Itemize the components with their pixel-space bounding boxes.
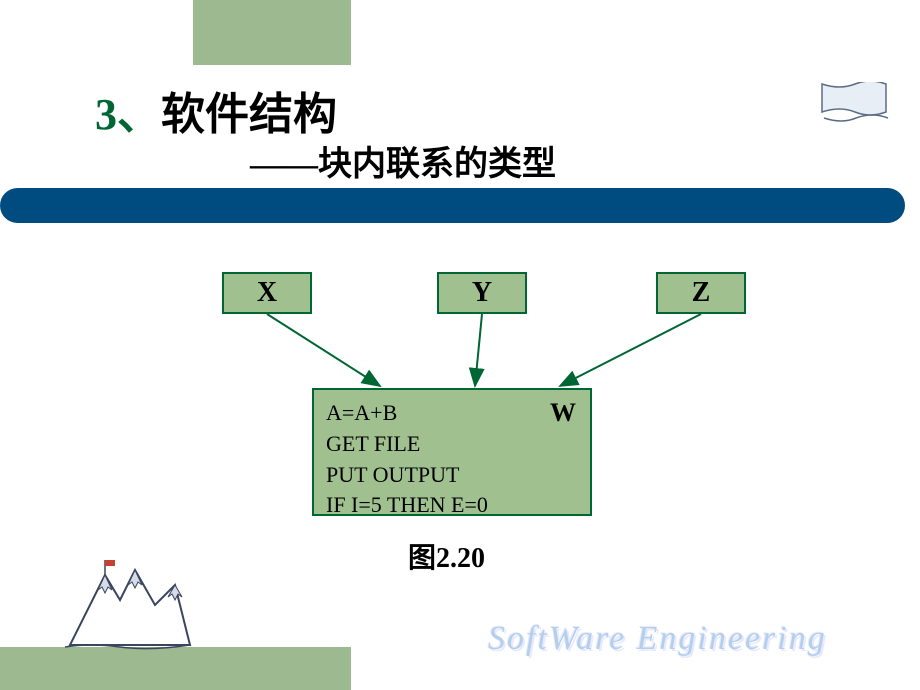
edge-y-w (475, 314, 482, 386)
code-line-3: IF I=5 THEN E=0 (326, 490, 578, 521)
watermark-text: SoftWare Engineering (488, 620, 827, 658)
node-x: X (222, 272, 312, 314)
title-main: 软件结构 (161, 90, 337, 139)
figure-caption: 图2.20 (408, 536, 485, 576)
title-number: 3、 (95, 90, 161, 139)
title-bar (0, 188, 905, 223)
node-x-label: X (257, 277, 277, 309)
edge-z-w (560, 314, 701, 386)
code-line-0: A=A+B (326, 398, 578, 429)
code-line-2: PUT OUTPUT (326, 460, 578, 491)
page-title: 3、软件结构 (95, 78, 337, 142)
mountain-icon (60, 555, 200, 655)
code-line-1: GET FILE (326, 429, 578, 460)
flag-icon (820, 82, 890, 132)
node-z-label: Z (692, 277, 711, 309)
edge-x-w (267, 314, 380, 386)
page-subtitle: ——块内联系的类型 (250, 136, 556, 185)
decor-green-top (193, 0, 351, 65)
code-box-label: W (550, 398, 576, 428)
node-y-label: Y (472, 277, 492, 309)
node-y: Y (437, 272, 527, 314)
node-z: Z (656, 272, 746, 314)
